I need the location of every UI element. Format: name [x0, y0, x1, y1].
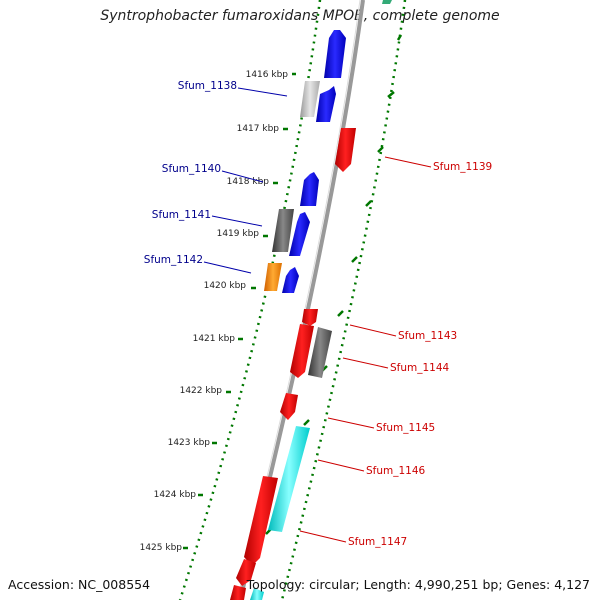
gene-arrow — [335, 128, 356, 172]
kbp-label: 1425 kbp — [140, 543, 183, 553]
gene-arrow — [236, 559, 256, 586]
kbp-label: 1421 kbp — [193, 334, 236, 344]
kbp-labels: 1416 kbp 1417 kbp 1418 kbp 1419 kbp 1420… — [140, 70, 289, 553]
gene-label: Sfum_1147 — [348, 536, 407, 548]
map-title: Syntrophobacter fumaroxidans MPOB, compl… — [100, 8, 500, 24]
gene-arrow — [282, 267, 299, 293]
gene-label: Sfum_1144 — [390, 362, 450, 374]
gene-arrow — [308, 327, 332, 378]
forward-genes — [264, 30, 346, 293]
gene-label: Sfum_1140 — [162, 163, 221, 175]
accession-text: Accession: NC_008554 — [8, 577, 151, 592]
right-gene-labels: Sfum_1139 Sfum_1143 Sfum_1144 Sfum_1145 … — [299, 156, 492, 548]
reverse-genes — [230, 0, 392, 600]
gene-arrow — [290, 324, 314, 378]
gene-label: Sfum_1145 — [376, 422, 435, 434]
gene-label: Sfum_1143 — [398, 330, 457, 342]
kbp-label: 1416 kbp — [246, 70, 289, 80]
kbp-label: 1418 kbp — [227, 177, 270, 187]
gene-label: Sfum_1138 — [178, 80, 237, 92]
left-ruler — [178, 0, 322, 600]
gene-arrow — [316, 86, 336, 122]
gene-arrow — [300, 172, 319, 206]
gene-label: Sfum_1146 — [366, 465, 426, 477]
topology-text: Topology: circular; Length: 4,990,251 bp… — [246, 577, 590, 592]
gene-arrow — [300, 81, 320, 117]
gene-arrow — [244, 476, 278, 566]
gene-label: Sfum_1141 — [152, 209, 211, 221]
gene-arrow — [264, 263, 282, 291]
kbp-label: 1417 kbp — [237, 124, 280, 134]
gene-arrow — [289, 212, 310, 256]
gene-label: Sfum_1142 — [144, 254, 203, 266]
gene-label: Sfum_1139 — [433, 161, 492, 173]
gene-arrow — [230, 585, 246, 600]
gene-arrow — [268, 426, 310, 532]
left-gene-labels: Sfum_1138 Sfum_1140 Sfum_1141 Sfum_1142 — [144, 80, 288, 274]
kbp-label: 1419 kbp — [217, 229, 260, 239]
kbp-label: 1420 kbp — [204, 281, 247, 291]
gene-arrow — [382, 0, 392, 4]
gene-arrow — [280, 393, 298, 420]
gene-arrow — [324, 30, 346, 78]
kbp-label: 1422 kbp — [180, 386, 223, 396]
gene-arrow — [272, 209, 294, 252]
kbp-label: 1423 kbp — [168, 438, 211, 448]
kbp-label: 1424 kbp — [154, 490, 197, 500]
gene-arrow — [250, 588, 264, 600]
gene-arrow — [302, 309, 318, 326]
